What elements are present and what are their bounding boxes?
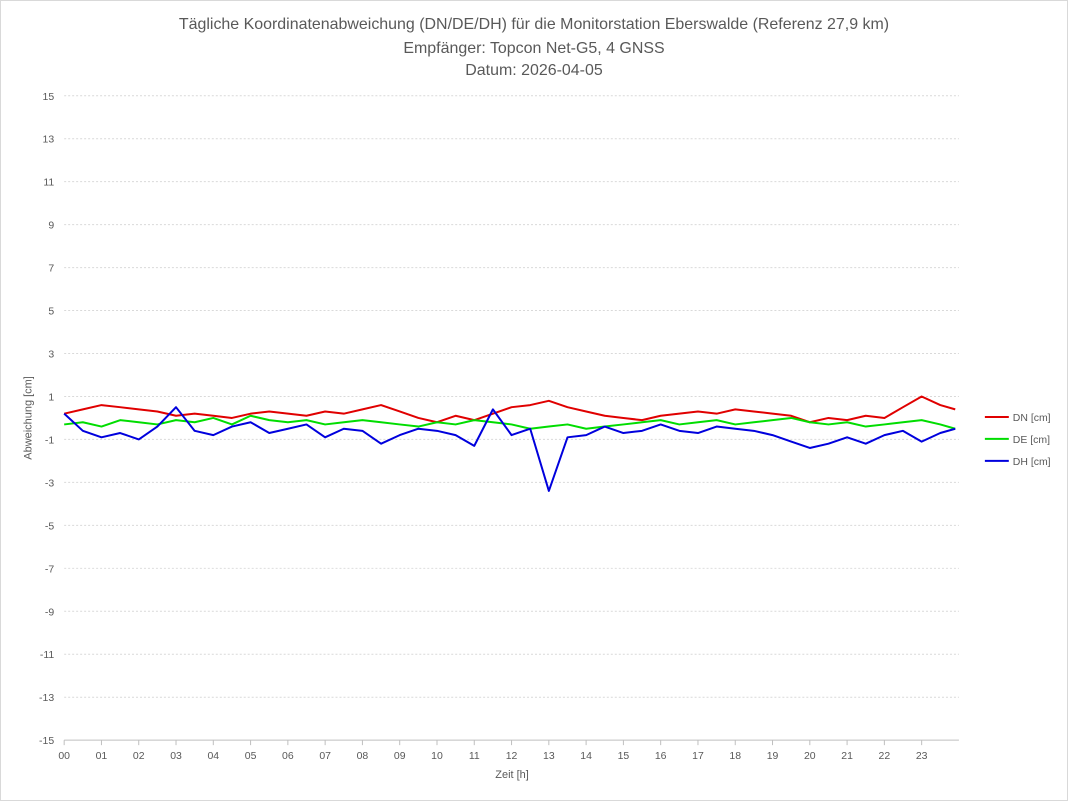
- y-axis-label: Abweichung [cm]: [22, 376, 34, 460]
- y-tick-label: 7: [48, 264, 54, 275]
- y-axis-ticks: 15 13 11 9 7 5 3 1 -1 -3 -5 -7 -9 -11 -13 -15: [39, 92, 54, 747]
- x-tick-label: 23: [916, 751, 928, 762]
- x-tick-label: 04: [207, 751, 219, 762]
- chart-title-line-2: Empfänger: Topcon Net-G5, 4 GNSS: [403, 40, 664, 57]
- x-tick-label: 11: [469, 751, 480, 762]
- x-tick-label: 03: [170, 751, 182, 762]
- y-tick-label: -15: [39, 736, 54, 747]
- y-tick-label: -5: [45, 521, 54, 532]
- y-tick-label: -7: [45, 564, 54, 575]
- x-tick-label: 17: [692, 751, 704, 762]
- legend-label: DH [cm]: [1013, 457, 1051, 468]
- grid-lines: [64, 95, 959, 698]
- x-tick-label: 01: [96, 751, 108, 762]
- y-tick-label: 13: [43, 135, 55, 146]
- x-tick-label: 19: [767, 751, 779, 762]
- chart-title-line-1: Tägliche Koordinatenabweichung (DN/DE/DH…: [179, 16, 889, 33]
- legend-label: DE [cm]: [1013, 435, 1050, 446]
- y-tick-label: -1: [45, 435, 54, 446]
- x-tick-label: 09: [394, 751, 406, 762]
- y-tick-label: 5: [48, 307, 54, 318]
- x-tick-label: 18: [729, 751, 741, 762]
- x-tick-label: 16: [655, 751, 667, 762]
- y-tick-label: -13: [39, 693, 54, 704]
- x-axis-label: Zeit [h]: [495, 769, 529, 781]
- x-axis-ticks: 00 01 02 03 04 05 06 07 08 09 10 11 12 13 14 15 16 17 18 19…: [58, 740, 928, 762]
- series-lines: [63, 395, 956, 492]
- x-tick-label: 10: [431, 751, 443, 762]
- x-tick-label: 02: [133, 751, 145, 762]
- y-tick-label: 11: [43, 178, 54, 189]
- x-tick-label: 12: [506, 751, 518, 762]
- y-tick-label: -3: [45, 478, 54, 489]
- chart-title-line-3: Datum: 2026-04-05: [465, 62, 603, 79]
- x-tick-label: 06: [282, 751, 294, 762]
- x-tick-label: 20: [804, 751, 816, 762]
- x-tick-label: 21: [841, 751, 853, 762]
- series-line-2: [64, 414, 956, 430]
- y-tick-label: 3: [48, 350, 54, 361]
- x-tick-label: 13: [543, 751, 555, 762]
- x-tick-label: 05: [245, 751, 257, 762]
- legend-label: DN [cm]: [1013, 413, 1051, 424]
- y-tick-label: 15: [43, 92, 55, 103]
- x-tick-label: 15: [618, 751, 630, 762]
- x-tick-label: 22: [879, 751, 891, 762]
- x-tick-label: 07: [319, 751, 331, 762]
- x-tick-label: 14: [580, 751, 592, 762]
- y-tick-label: -11: [40, 650, 55, 661]
- series-line-3: [63, 406, 956, 492]
- y-tick-label: -9: [45, 607, 54, 618]
- y-tick-label: 9: [48, 221, 54, 232]
- legend: DN [cm] DE [cm] DH [cm]: [984, 413, 1051, 468]
- x-tick-label: 00: [58, 751, 70, 762]
- y-tick-label: 1: [48, 392, 54, 403]
- x-tick-label: 08: [357, 751, 369, 762]
